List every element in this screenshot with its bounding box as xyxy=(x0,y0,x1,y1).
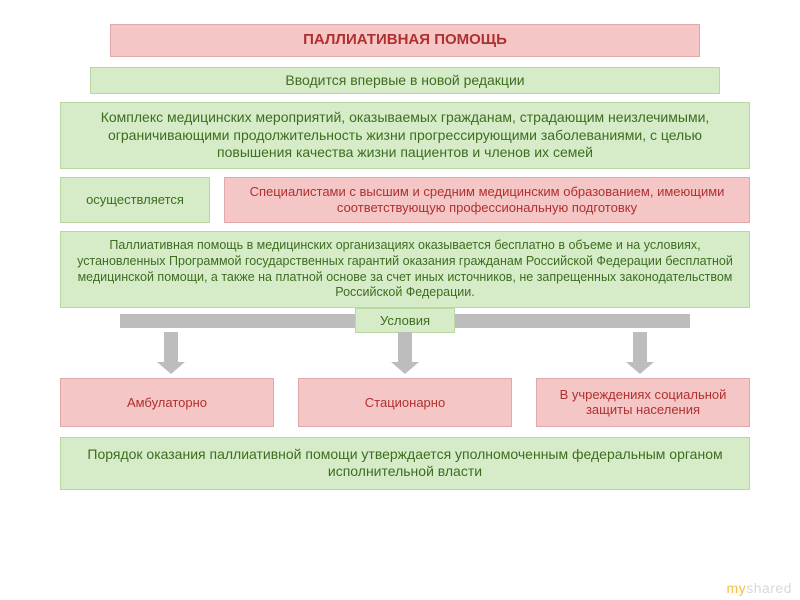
watermark-rest: shared xyxy=(746,580,792,596)
definition-box: Комплекс медицинских мероприятий, оказыв… xyxy=(60,102,750,169)
condition-label: Стационарно xyxy=(365,395,445,411)
program-text: Паллиативная помощь в медицинских органи… xyxy=(75,238,735,301)
definition-text: Комплекс медицинских мероприятий, оказыв… xyxy=(75,109,735,162)
implemented-by-box: осуществляется xyxy=(60,177,210,224)
condition-label: В учреждениях социальной защиты населени… xyxy=(543,387,743,418)
subtitle-box: Вводится впервые в новой редакции xyxy=(90,67,720,95)
implementation-row: осуществляется Специалистами с высшим и … xyxy=(60,177,750,224)
arrows-group xyxy=(60,332,750,378)
conditions-label-box: Условия xyxy=(355,308,455,333)
subtitle-text: Вводится впервые в новой редакции xyxy=(285,72,524,90)
watermark: myshared xyxy=(727,580,792,596)
condition-box-outpatient: Амбулаторно xyxy=(60,378,274,427)
condition-box-social: В учреждениях социальной защиты населени… xyxy=(536,378,750,427)
specialists-box: Специалистами с высшим и средним медицин… xyxy=(224,177,750,224)
conditions-connector: Условия xyxy=(60,308,750,378)
conditions-row: Амбулаторно Стационарно В учреждениях со… xyxy=(60,378,750,427)
watermark-prefix: my xyxy=(727,580,747,596)
implemented-label: осуществляется xyxy=(86,192,184,208)
program-box: Паллиативная помощь в медицинских органи… xyxy=(60,231,750,308)
condition-label: Амбулаторно xyxy=(127,395,207,411)
order-text: Порядок оказания паллиативной помощи утв… xyxy=(75,446,735,481)
order-box: Порядок оказания паллиативной помощи утв… xyxy=(60,437,750,490)
conditions-label: Условия xyxy=(380,313,430,328)
specialists-text: Специалистами с высшим и средним медицин… xyxy=(237,184,737,217)
title-text: ПАЛЛИАТИВНАЯ ПОМОЩЬ xyxy=(303,31,507,50)
title-box: ПАЛЛИАТИВНАЯ ПОМОЩЬ xyxy=(110,24,700,57)
condition-box-inpatient: Стационарно xyxy=(298,378,512,427)
slide: ПАЛЛИАТИВНАЯ ПОМОЩЬ Вводится впервые в н… xyxy=(0,0,800,600)
arrow-icon xyxy=(633,332,647,362)
arrow-icon xyxy=(398,332,412,362)
arrow-icon xyxy=(164,332,178,362)
